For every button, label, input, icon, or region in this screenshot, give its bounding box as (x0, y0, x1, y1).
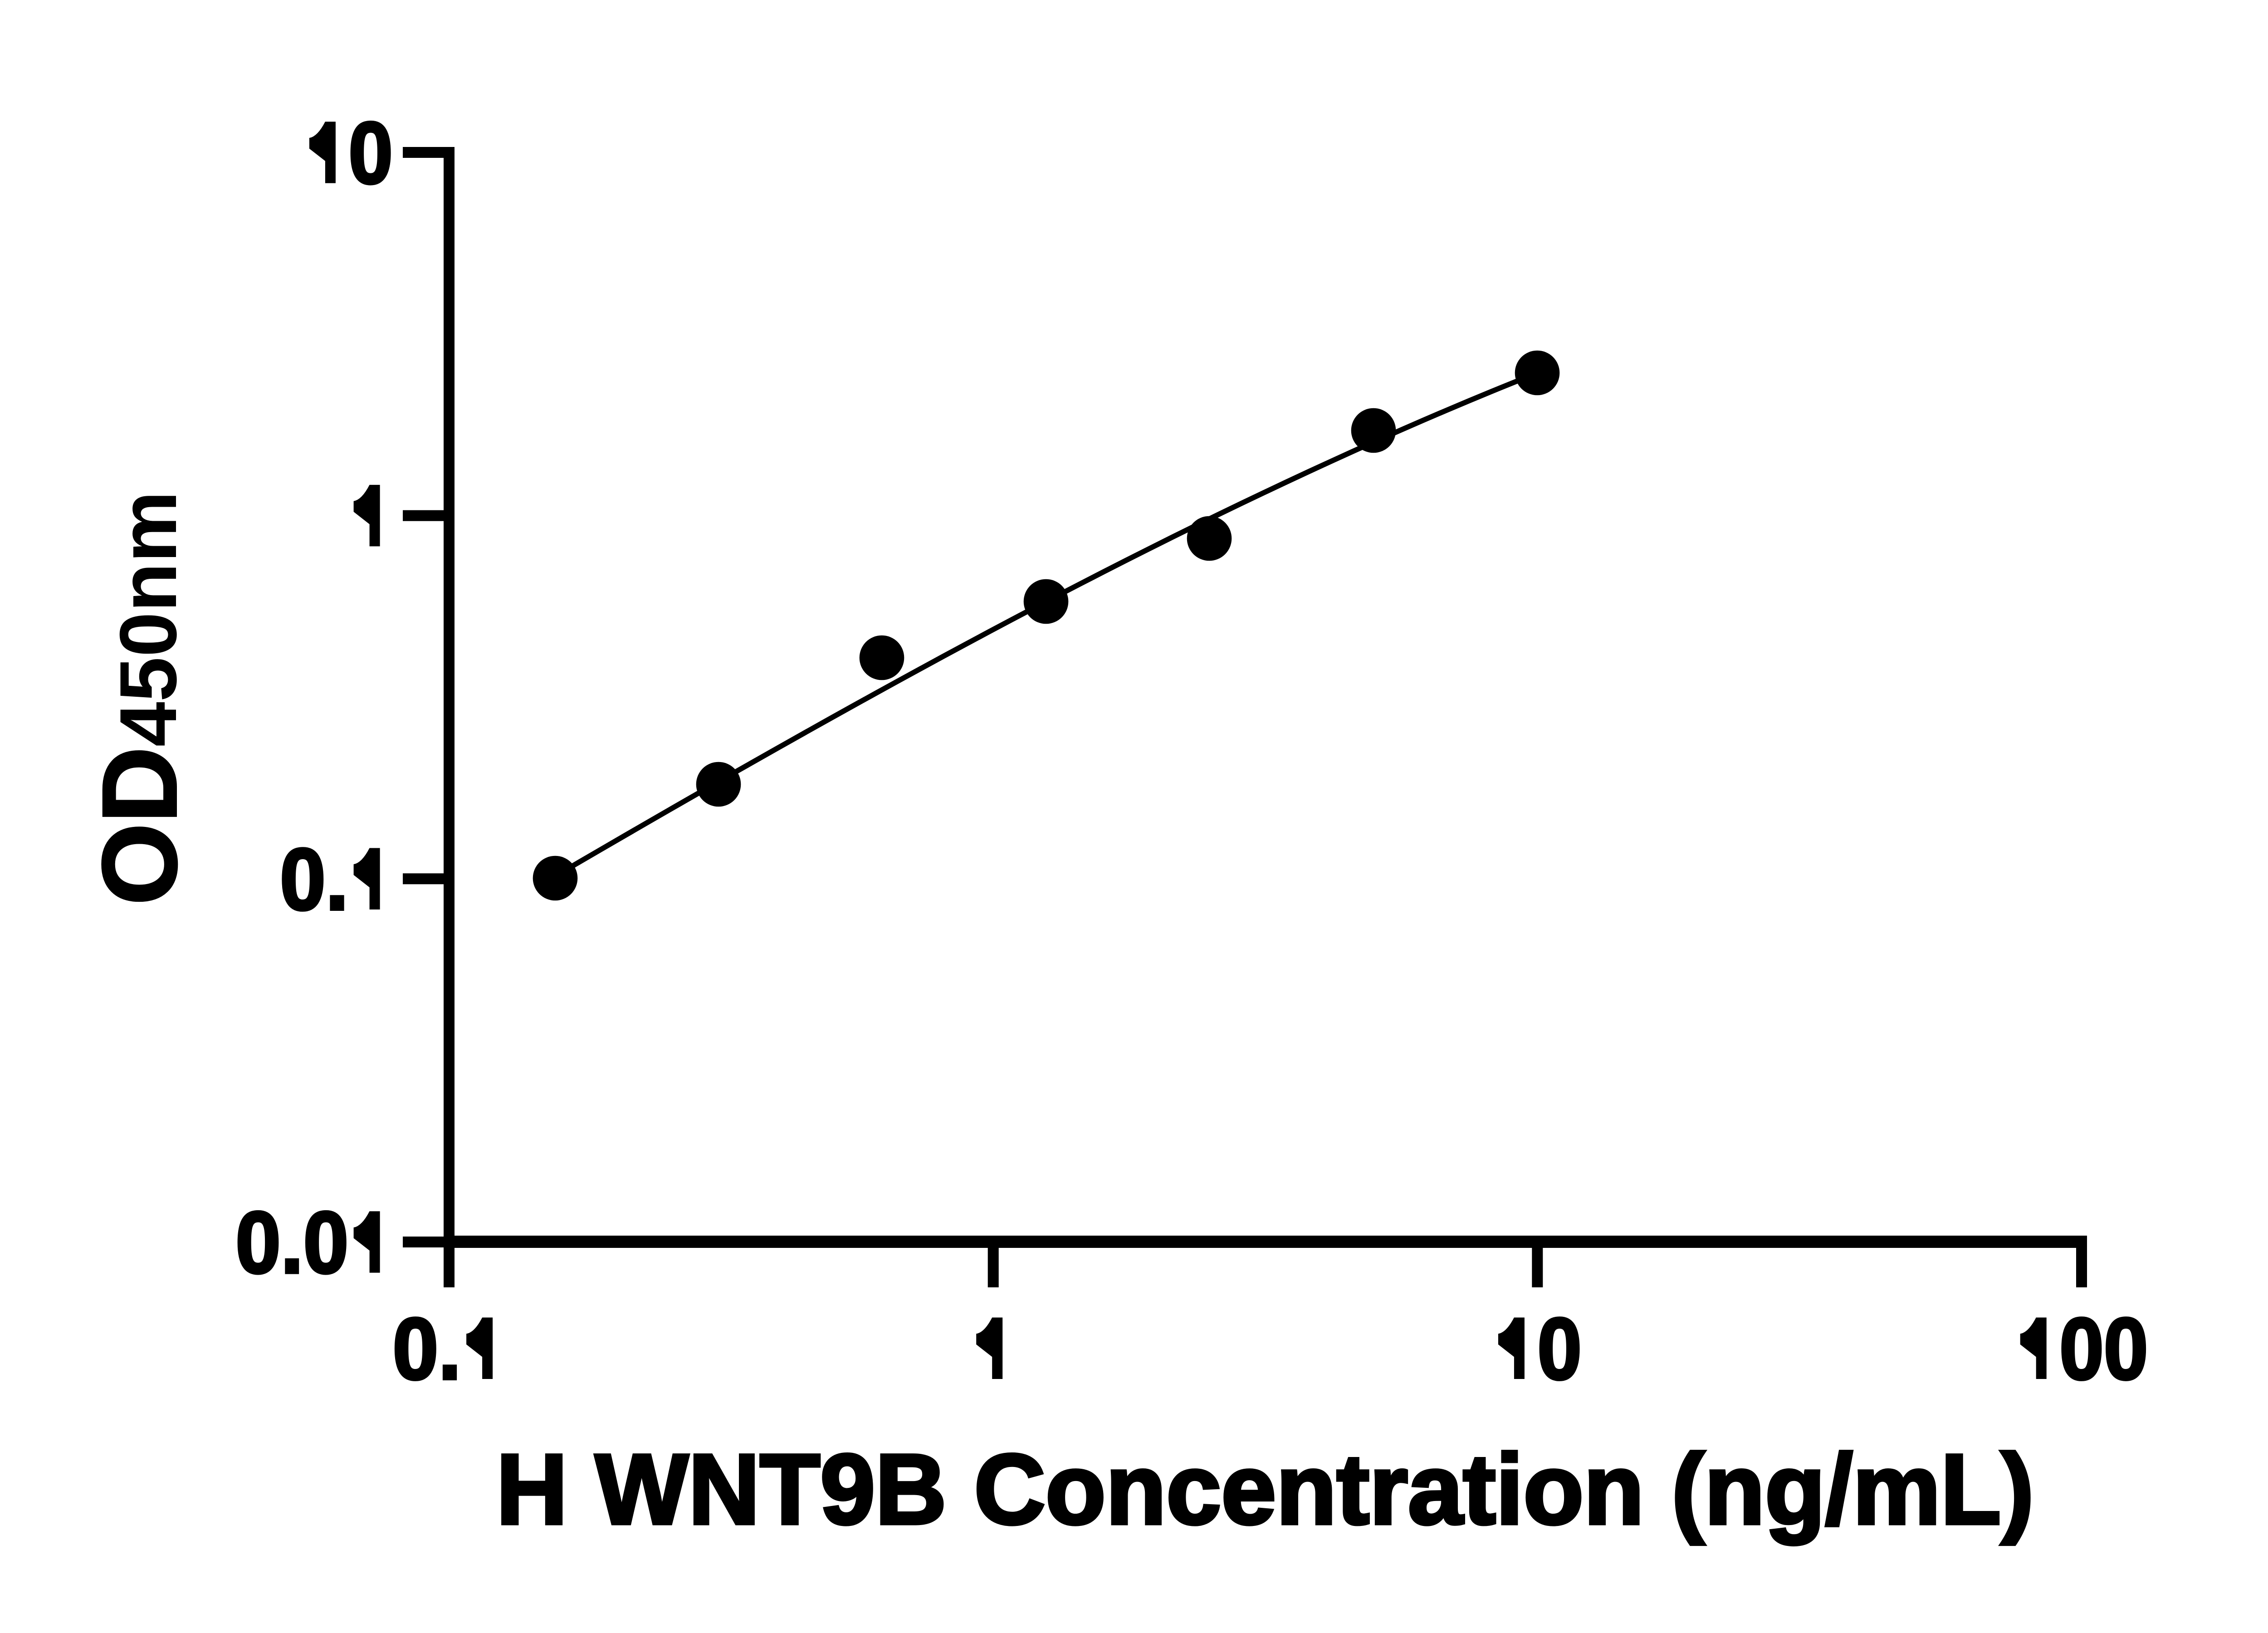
svg-text:450nm: 450nm (103, 491, 193, 747)
svg-text:0: 0 (348, 104, 393, 202)
svg-text:0: 0 (1537, 1300, 1582, 1398)
svg-text:OD: OD (81, 747, 199, 905)
svg-text:0.0: 0.0 (235, 1193, 348, 1291)
svg-text:0.: 0. (393, 1300, 461, 1398)
svg-text:H WNT9B Concentration (ng/mL): H WNT9B Concentration (ng/mL) (496, 1433, 2034, 1545)
svg-text:0.: 0. (280, 830, 348, 928)
svg-text:00: 00 (2059, 1300, 2148, 1398)
